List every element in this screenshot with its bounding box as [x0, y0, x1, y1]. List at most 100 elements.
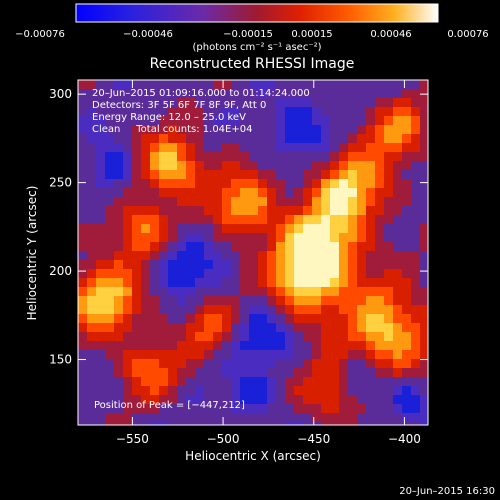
heatmap-cell	[87, 269, 96, 278]
heatmap-cell	[87, 278, 96, 287]
heatmap-cell	[168, 215, 177, 224]
heatmap-cell	[330, 413, 339, 422]
x-axis-label: Heliocentric X (arcsec)	[185, 449, 321, 463]
heatmap-cell	[249, 287, 258, 296]
heatmap-cell	[177, 143, 186, 152]
heatmap-cell	[357, 179, 366, 188]
heatmap-cell	[231, 233, 240, 242]
heatmap-cell	[114, 350, 123, 359]
heatmap-cell	[294, 197, 303, 206]
colorbar-ticks: −0.00076 −0.00046 −0.00015 0.00015 0.00046 0.…	[15, 29, 489, 40]
heatmap-cell	[186, 368, 195, 377]
heatmap-cell	[96, 233, 105, 242]
heatmap-cell	[249, 242, 258, 251]
heatmap-cell	[231, 143, 240, 152]
heatmap-cell	[303, 395, 312, 404]
heatmap-cell	[366, 152, 375, 161]
heatmap-cell	[141, 251, 150, 260]
heatmap-cell	[339, 359, 348, 368]
heatmap-cell	[168, 170, 177, 179]
heatmap-cell	[402, 98, 411, 107]
heatmap-cell	[348, 197, 357, 206]
heatmap-cell	[195, 170, 204, 179]
heatmap-cell	[294, 98, 303, 107]
heatmap-cell	[150, 206, 159, 215]
heatmap-cell	[402, 152, 411, 161]
heatmap-cell	[402, 395, 411, 404]
heatmap-cell	[114, 152, 123, 161]
heatmap-cell	[402, 386, 411, 395]
heatmap-cell	[213, 170, 222, 179]
heatmap-cell	[150, 215, 159, 224]
heatmap-cell	[339, 170, 348, 179]
heatmap-cell	[276, 278, 285, 287]
heatmap-cell	[195, 350, 204, 359]
heatmap-cell	[240, 395, 249, 404]
heatmap-cell	[258, 197, 267, 206]
heatmap-cell	[375, 350, 384, 359]
heatmap-cell	[294, 386, 303, 395]
heatmap-cell	[276, 332, 285, 341]
heatmap-cell	[168, 287, 177, 296]
heatmap-cell	[285, 296, 294, 305]
heatmap-cell	[249, 368, 258, 377]
heatmap-cell	[393, 287, 402, 296]
heatmap-cell	[375, 287, 384, 296]
heatmap-cell	[276, 296, 285, 305]
heatmap-cell	[123, 296, 132, 305]
footer-timestamp: 20–Jun–2015 16:30	[399, 486, 495, 497]
heatmap-cell	[123, 314, 132, 323]
heatmap-cell	[303, 296, 312, 305]
heatmap-cell	[258, 242, 267, 251]
heatmap-cell	[384, 152, 393, 161]
heatmap-cell	[177, 170, 186, 179]
heatmap-cell	[420, 107, 428, 116]
heatmap-cell	[375, 197, 384, 206]
heatmap-cell	[258, 350, 267, 359]
heatmap-cell	[123, 170, 132, 179]
heatmap-cell	[132, 404, 141, 413]
heatmap-cell	[357, 323, 366, 332]
heatmap-cell	[339, 305, 348, 314]
heatmap-cell	[393, 395, 402, 404]
heatmap-cell	[402, 314, 411, 323]
heatmap-cell	[375, 269, 384, 278]
heatmap-cell	[294, 233, 303, 242]
heatmap-cell	[339, 350, 348, 359]
heatmap-cell	[195, 314, 204, 323]
heatmap-cell	[276, 188, 285, 197]
heatmap-cell	[267, 197, 276, 206]
heatmap-cell	[312, 287, 321, 296]
x-axis-ticks: −550 −500 −450 −400	[116, 80, 421, 446]
heatmap-cell	[159, 242, 168, 251]
heatmap-cell	[150, 251, 159, 260]
heatmap-cell	[114, 242, 123, 251]
heatmap-cell	[204, 332, 213, 341]
heatmap-cell	[384, 161, 393, 170]
heatmap-cell	[123, 242, 132, 251]
heatmap-cells	[78, 80, 428, 425]
heatmap-cell	[213, 215, 222, 224]
heatmap-cell	[132, 242, 141, 251]
heatmap-cell	[159, 341, 168, 350]
heatmap-cell	[321, 233, 330, 242]
heatmap-cell	[303, 260, 312, 269]
heatmap-cell	[150, 377, 159, 386]
heatmap-cell	[402, 89, 411, 98]
heatmap-cell	[393, 332, 402, 341]
heatmap-cell	[141, 143, 150, 152]
heatmap-cell	[303, 224, 312, 233]
heatmap-cell	[123, 188, 132, 197]
heatmap-cell	[339, 395, 348, 404]
heatmap-cell	[393, 179, 402, 188]
heatmap-cell	[276, 233, 285, 242]
heatmap-cell	[132, 323, 141, 332]
heatmap-cell	[330, 368, 339, 377]
heatmap-cell	[411, 134, 420, 143]
heatmap-cell	[393, 125, 402, 134]
heatmap-cell	[357, 161, 366, 170]
heatmap-cell	[312, 197, 321, 206]
heatmap-cell	[375, 242, 384, 251]
heatmap-cell	[195, 125, 204, 134]
heatmap-cell	[177, 287, 186, 296]
